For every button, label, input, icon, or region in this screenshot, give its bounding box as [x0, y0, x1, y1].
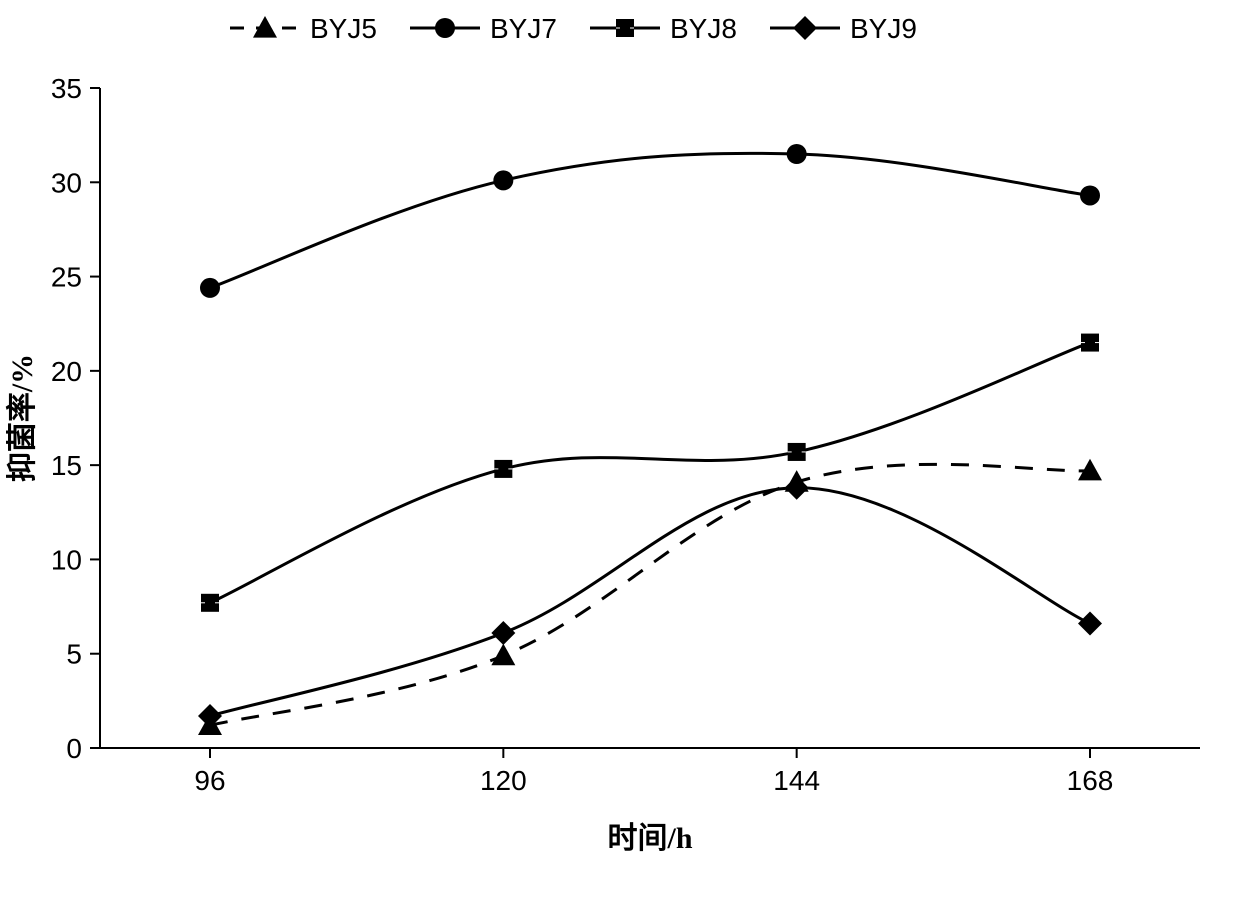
line-chart: 0510152025303596120144168时间/h抑菌率/%BYJ5BY… — [0, 0, 1239, 897]
series-line-BYJ7 — [210, 153, 1090, 288]
circle-marker — [435, 18, 455, 38]
series-group — [198, 144, 1102, 735]
circle-marker — [787, 144, 807, 164]
x-tick-label: 168 — [1067, 765, 1114, 796]
y-tick-label: 20 — [51, 356, 82, 387]
legend-label: BYJ8 — [670, 13, 737, 44]
y-tick-label: 30 — [51, 167, 82, 198]
y-tick-label: 5 — [66, 639, 82, 670]
x-tick-label: 96 — [194, 765, 225, 796]
series-line-BYJ8 — [210, 343, 1090, 603]
series-line-BYJ5 — [210, 464, 1090, 725]
y-tick-label: 35 — [51, 73, 82, 104]
diamond-marker — [1078, 612, 1102, 636]
legend: BYJ5 BYJ7 BYJ8 BYJ9 — [230, 13, 917, 44]
circle-marker — [1080, 185, 1100, 205]
y-tick-label: 10 — [51, 544, 82, 575]
legend-label: BYJ5 — [310, 13, 377, 44]
x-tick-label: 120 — [480, 765, 527, 796]
circle-marker — [493, 170, 513, 190]
triangle-marker — [491, 644, 515, 666]
legend-label: BYJ9 — [850, 13, 917, 44]
circle-marker — [200, 278, 220, 298]
diamond-marker — [793, 16, 817, 40]
diamond-marker — [491, 621, 515, 645]
x-axis-title: 时间/h — [607, 822, 692, 855]
y-tick-label: 0 — [66, 733, 82, 764]
legend-label: BYJ7 — [490, 13, 557, 44]
series-line-BYJ9 — [210, 488, 1090, 716]
x-tick-label: 144 — [773, 765, 820, 796]
y-tick-label: 15 — [51, 450, 82, 481]
y-tick-label: 25 — [51, 262, 82, 293]
y-axis-title: 抑菌率/% — [6, 354, 39, 482]
chart-container: 0510152025303596120144168时间/h抑菌率/%BYJ5BY… — [0, 0, 1239, 897]
